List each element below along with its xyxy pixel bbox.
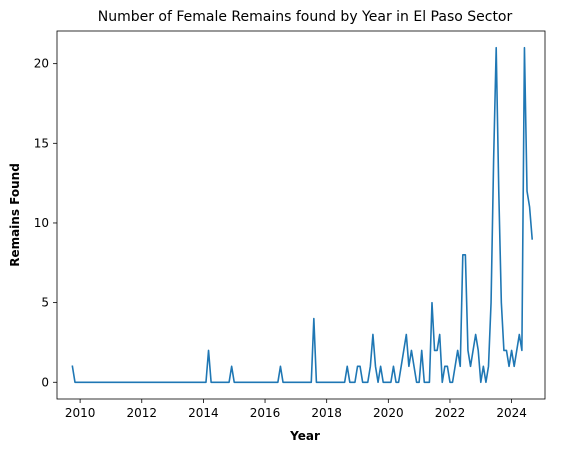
y-axis-label: Remains Found (8, 163, 22, 267)
x-axis: 2010 2012 2014 2016 2018 2020 2022 2024 (65, 399, 527, 420)
y-axis: 0 5 10 15 20 (34, 57, 57, 389)
x-tick-label: 2022 (435, 406, 466, 420)
y-tick-label: 5 (41, 296, 49, 310)
y-tick-label: 15 (34, 136, 49, 150)
x-tick-label: 2012 (126, 406, 157, 420)
chart-title: Number of Female Remains found by Year i… (98, 9, 513, 25)
y-tick-label: 10 (34, 216, 49, 230)
y-tick-label: 0 (41, 375, 49, 389)
y-tick-label: 20 (34, 57, 49, 71)
x-tick-label: 2020 (373, 406, 404, 420)
x-tick-label: 2018 (311, 406, 342, 420)
x-axis-label: Year (289, 429, 320, 443)
x-tick-label: 2010 (65, 406, 96, 420)
data-series-line (71, 46, 534, 384)
x-tick-label: 2014 (188, 406, 219, 420)
plot-area (57, 31, 545, 399)
x-tick-label: 2024 (496, 406, 527, 420)
plot-frame (56, 30, 546, 400)
x-tick-label: 2016 (250, 406, 281, 420)
